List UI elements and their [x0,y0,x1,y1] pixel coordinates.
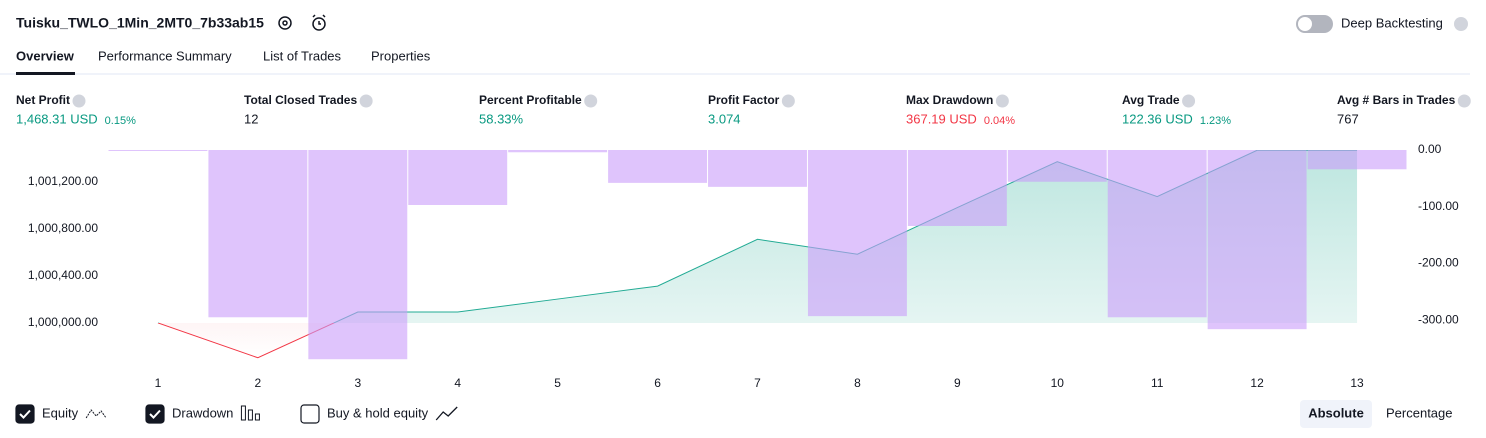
drawdown-bar [1107,150,1207,318]
tab[interactable]: List of Trades [263,48,342,63]
drawdown-bar [1307,150,1407,170]
drawdown-bar [708,150,807,187]
drawdown-bar [308,150,408,360]
x-tick-label: 1 [155,376,162,390]
y-tick-label: 1,001,200.00 [28,174,98,188]
x-tick-label: 11 [1151,376,1164,390]
drawdown-bar [608,150,708,183]
equity-area [157,150,1358,323]
metric-label: Avg # Bars in Trades [1337,93,1456,107]
mode-button[interactable]: Percentage [1386,405,1453,420]
x-tick-label: 7 [754,376,761,390]
checkbox[interactable] [300,404,320,424]
mode-button[interactable]: Absolute [1308,405,1364,420]
info-icon [781,94,795,108]
info-icon [584,94,598,108]
metric-value: 122.36 USD [1122,111,1193,126]
metric-value: 767 [1337,111,1359,126]
x-tick-label: 10 [1051,376,1065,390]
legend-label: Drawdown [172,405,233,420]
x-tick-label: 6 [654,376,661,390]
active-mode-bg [1300,400,1372,428]
tab[interactable]: Performance Summary [98,48,232,63]
x-tick-label: 2 [255,376,262,390]
legend-label: Equity [42,405,79,420]
metric-percent: 0.15% [105,115,136,127]
x-tick-label: 3 [354,376,361,390]
y-tick-label: 1,000,800.00 [28,221,98,235]
metric-value: 3.074 [708,111,741,126]
toggle-label: Deep Backtesting [1341,15,1443,30]
legend-icon [85,409,107,419]
metric-value: 12 [244,111,258,126]
y-tick-label: 1,000,400.00 [28,268,98,282]
alert-icon[interactable] [312,14,326,31]
drawdown-bar [408,150,508,205]
metric-percent: 0.04% [984,115,1015,127]
metric-label: Total Closed Trades [244,93,357,107]
checkmark [19,409,31,419]
settings-icon[interactable] [278,16,292,30]
checkbox[interactable] [15,404,35,424]
drawdown-bar [108,150,208,151]
y2-tick-label: -100.00 [1418,199,1459,213]
tab-divider [0,73,1470,75]
metric-label: Profit Factor [708,93,780,107]
metric-label: Avg Trade [1122,93,1180,107]
info-icon [359,94,373,108]
equity-area-loss [157,322,334,358]
help-icon[interactable] [1454,17,1468,31]
metric-label: Net Profit [16,93,70,107]
metric-value: 58.33% [479,111,524,126]
drawdown-bar [907,150,1007,226]
strategy-title: Tuisku_TWLO_1Min_2MT0_7b33ab15 [16,15,264,31]
metric-percent: 1.23% [1200,115,1231,127]
tab[interactable]: Overview [16,48,75,63]
x-tick-label: 9 [954,376,961,390]
active-tab-underline [16,72,75,75]
y2-tick-label: 0.00 [1418,142,1442,156]
y-tick-label: 1,000,000.00 [28,315,98,329]
drawdown-bar [1207,150,1307,330]
checkmark [149,409,161,419]
y2-tick-label: -300.00 [1418,312,1459,326]
metric-value: 1,468.31 USD [16,111,98,126]
x-tick-label: 5 [554,376,561,390]
drawdown-bar [508,150,608,153]
info-icon [995,94,1009,108]
info-icon [1182,94,1196,108]
x-tick-label: 4 [454,376,461,390]
legend-icon [240,405,260,421]
metric-label: Max Drawdown [906,93,993,107]
metric-label: Percent Profitable [479,93,582,107]
checkbox[interactable] [145,404,165,424]
info-icon [72,94,86,108]
tab[interactable]: Properties [371,48,431,63]
legend-icon [435,406,458,421]
toggle-knob [1298,17,1312,31]
x-tick-label: 13 [1350,376,1364,390]
drawdown-bar [807,150,907,317]
info-icon [1457,94,1471,108]
y2-tick-label: -200.00 [1418,256,1459,270]
drawdown-bar [1007,150,1107,182]
x-tick-label: 8 [854,376,861,390]
legend-label: Buy & hold equity [327,405,429,420]
metric-value: 367.19 USD [906,111,977,126]
drawdown-bar [208,150,308,318]
x-tick-label: 12 [1250,376,1264,390]
